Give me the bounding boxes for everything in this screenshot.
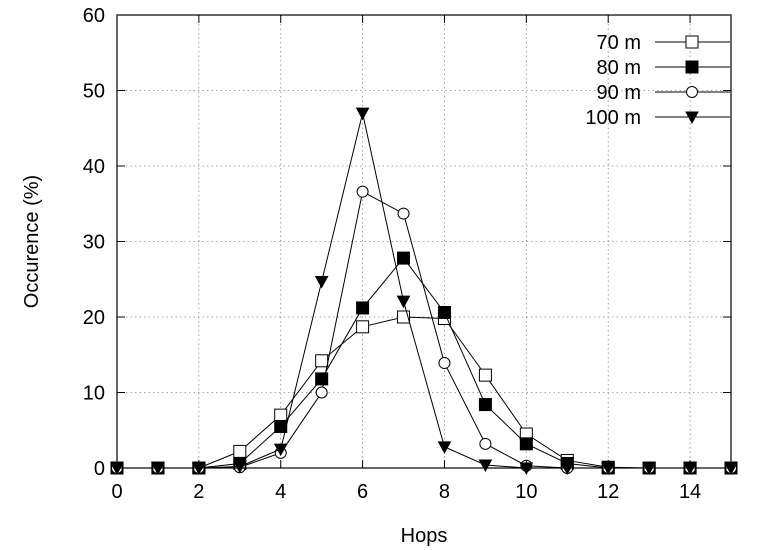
data-point	[273, 443, 288, 457]
legend-marker	[685, 60, 699, 74]
data-point	[315, 386, 328, 399]
plot-frame	[116, 14, 732, 469]
legend-item: 80 m	[597, 57, 730, 79]
legend-label: 70 m	[597, 32, 641, 54]
data-point	[396, 295, 411, 309]
x-tick-label: 14	[679, 481, 701, 503]
y-tick-label: 30	[83, 232, 105, 254]
data-point	[478, 459, 493, 473]
series-2	[111, 185, 737, 474]
data-point	[438, 357, 451, 370]
y-axis-title: Occurence (%)	[21, 175, 43, 308]
y-tick-label: 10	[83, 383, 105, 405]
data-point	[356, 185, 369, 198]
data-point	[437, 305, 451, 319]
data-point	[355, 107, 370, 121]
series-3	[110, 107, 738, 476]
data-point	[478, 398, 492, 412]
data-point	[233, 444, 247, 458]
x-tick-label: 6	[357, 481, 368, 503]
series-line	[117, 190, 731, 469]
y-tick-label: 50	[83, 81, 105, 103]
axes	[116, 14, 732, 469]
tick-labels: 0 10 20 30 40 50 60 0 2 4 6 8 10 12 14	[83, 5, 701, 503]
data-point	[315, 372, 329, 386]
data-point	[397, 251, 411, 265]
data-point	[519, 437, 533, 451]
data-point	[397, 310, 411, 324]
data-point	[478, 368, 492, 382]
data-point	[314, 276, 329, 289]
gridlines	[117, 15, 731, 468]
x-tick-label: 4	[275, 481, 286, 503]
y-tick-label: 20	[83, 307, 105, 329]
legend-item: 70 m	[597, 32, 730, 54]
data-point	[274, 408, 288, 422]
x-tick-label: 0	[111, 481, 122, 503]
legend-label: 80 m	[597, 57, 641, 79]
legend-item: 90 m	[597, 82, 730, 104]
x-tick-label: 12	[597, 481, 619, 503]
legend-label: 90 m	[597, 82, 641, 104]
legend-label: 100 m	[585, 107, 641, 129]
data-point	[232, 460, 247, 474]
legend-marker	[685, 111, 699, 125]
y-tick-label: 0	[94, 458, 105, 480]
legend-marker	[686, 86, 698, 98]
x-tick-label: 2	[193, 481, 204, 503]
data-point	[356, 320, 370, 334]
legend-marker	[685, 35, 699, 49]
data-point	[437, 441, 452, 454]
y-tick-label: 40	[83, 156, 105, 178]
x-tick-label: 10	[515, 481, 537, 503]
y-tick-label: 60	[83, 5, 105, 27]
data-point	[397, 207, 410, 220]
legend: 70 m 80 m 90 m 100 m	[585, 32, 730, 129]
series-1	[110, 251, 738, 475]
series-lines	[110, 107, 738, 476]
data-point	[315, 354, 329, 368]
x-axis-title: Hops	[401, 525, 448, 547]
data-point	[356, 301, 370, 315]
legend-item: 100 m	[585, 107, 730, 129]
x-tick-label: 8	[439, 481, 450, 503]
data-point	[479, 437, 492, 450]
